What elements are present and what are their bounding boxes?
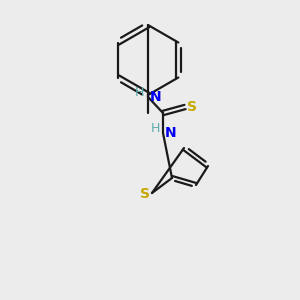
Text: H: H	[134, 86, 144, 100]
Text: N: N	[150, 90, 162, 104]
Text: S: S	[187, 100, 197, 114]
Text: N: N	[165, 126, 177, 140]
Text: S: S	[140, 187, 150, 201]
Text: H: H	[150, 122, 160, 136]
